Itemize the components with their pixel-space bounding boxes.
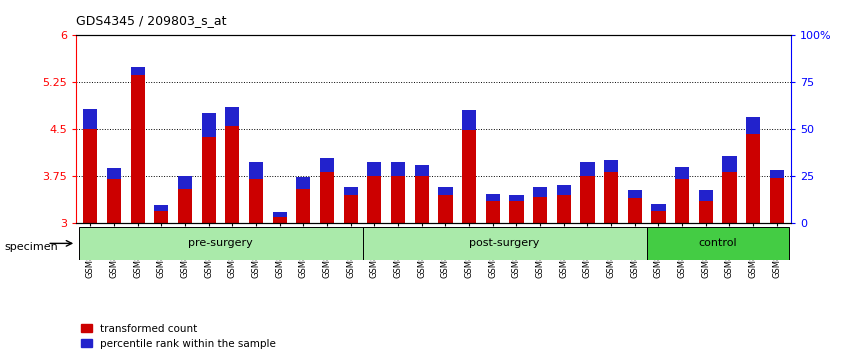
Bar xyxy=(486,194,500,201)
Legend: transformed count, percentile rank within the sample: transformed count, percentile rank withi… xyxy=(81,324,276,349)
Text: pre-surgery: pre-surgery xyxy=(188,238,253,249)
Bar xyxy=(509,195,524,201)
Bar xyxy=(272,212,287,217)
Bar xyxy=(320,158,334,172)
Bar xyxy=(604,172,618,223)
Bar xyxy=(486,201,500,223)
Bar xyxy=(462,110,476,131)
Bar xyxy=(391,176,405,223)
Bar xyxy=(79,227,363,260)
Bar xyxy=(367,176,382,223)
Bar xyxy=(178,176,192,189)
Bar xyxy=(746,117,761,134)
Text: post-surgery: post-surgery xyxy=(470,238,540,249)
Bar xyxy=(343,187,358,195)
Bar xyxy=(628,190,642,198)
Bar xyxy=(462,131,476,223)
Bar xyxy=(296,189,310,223)
Text: specimen: specimen xyxy=(4,242,58,252)
Bar xyxy=(249,179,263,223)
Bar xyxy=(557,195,571,223)
Bar xyxy=(675,167,689,179)
Bar xyxy=(130,75,145,223)
Bar xyxy=(154,205,168,211)
Bar xyxy=(675,179,689,223)
Bar xyxy=(604,160,618,172)
Bar xyxy=(722,156,737,172)
Bar xyxy=(201,113,216,137)
Bar xyxy=(438,195,453,223)
Bar xyxy=(272,217,287,223)
Bar xyxy=(391,162,405,176)
Text: control: control xyxy=(698,238,737,249)
Bar xyxy=(628,198,642,223)
Bar xyxy=(343,195,358,223)
Bar xyxy=(107,168,121,179)
Bar xyxy=(320,172,334,223)
Bar xyxy=(699,190,713,201)
Bar xyxy=(296,177,310,189)
Bar xyxy=(438,187,453,195)
Bar xyxy=(651,211,666,223)
Bar xyxy=(107,179,121,223)
Bar xyxy=(770,178,784,223)
Bar xyxy=(699,201,713,223)
Bar xyxy=(509,201,524,223)
Bar xyxy=(367,162,382,176)
Bar xyxy=(201,137,216,223)
Bar xyxy=(651,204,666,211)
Bar xyxy=(225,126,239,223)
Bar xyxy=(83,129,97,223)
Bar xyxy=(178,189,192,223)
Bar xyxy=(770,171,784,178)
Bar xyxy=(722,172,737,223)
Bar xyxy=(646,227,788,260)
Bar xyxy=(249,162,263,179)
Bar xyxy=(746,134,761,223)
Bar xyxy=(415,176,429,223)
Bar xyxy=(533,197,547,223)
Bar xyxy=(557,185,571,195)
Bar xyxy=(130,67,145,75)
Bar xyxy=(533,187,547,197)
Bar xyxy=(415,165,429,176)
Bar xyxy=(154,211,168,223)
Bar xyxy=(83,109,97,129)
Text: GDS4345 / 209803_s_at: GDS4345 / 209803_s_at xyxy=(76,13,227,27)
Bar xyxy=(225,107,239,126)
Bar xyxy=(580,176,595,223)
Bar xyxy=(363,227,646,260)
Bar xyxy=(580,162,595,176)
